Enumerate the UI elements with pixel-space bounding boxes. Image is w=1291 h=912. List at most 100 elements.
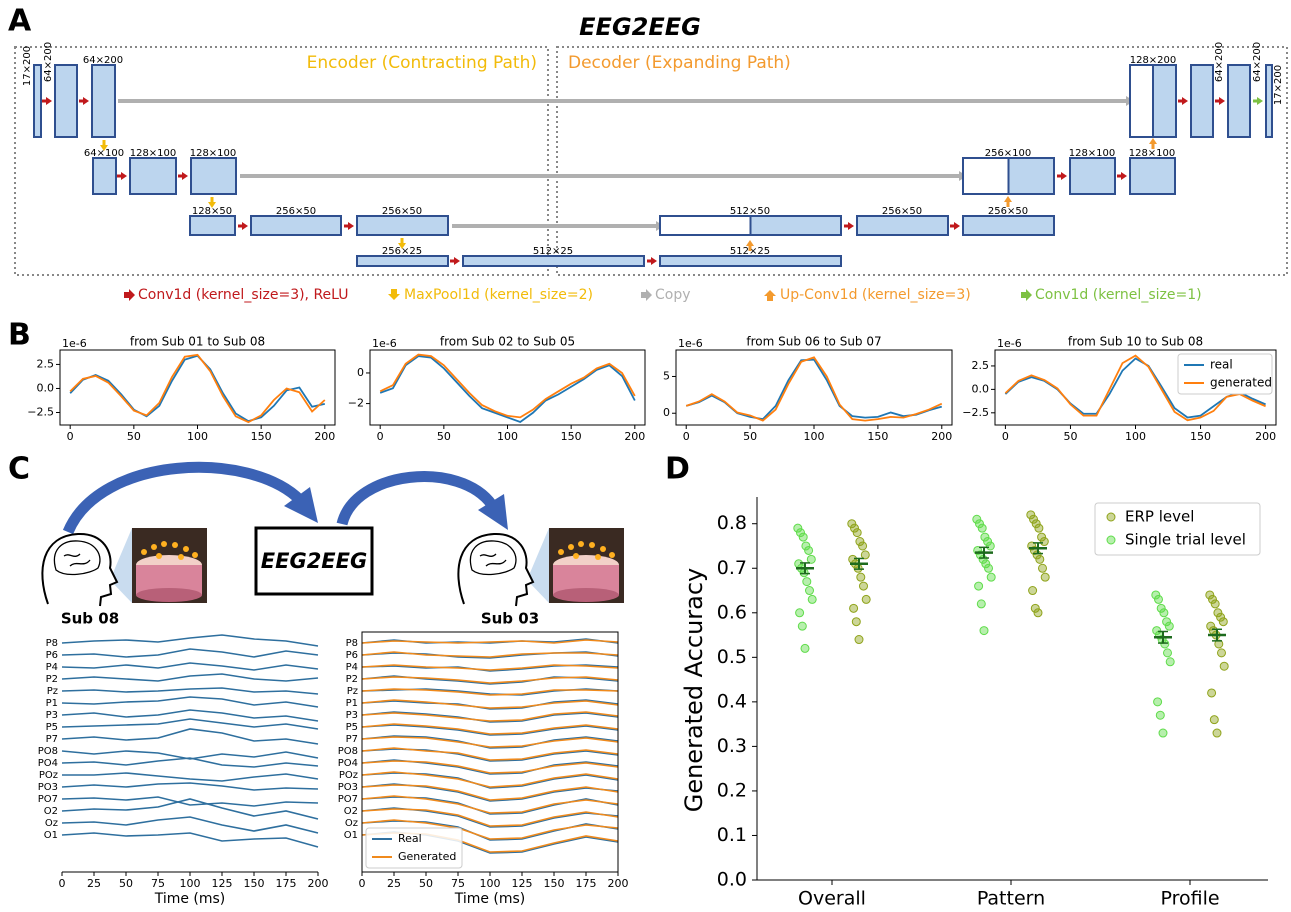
decoder-label: Decoder (Expanding Path) <box>568 53 791 73</box>
data-point <box>850 523 859 533</box>
eeg-trace <box>61 634 319 647</box>
conv-arrowhead <box>1121 172 1127 180</box>
transfer-arrow <box>62 461 304 535</box>
data-point <box>1156 603 1166 613</box>
block <box>54 64 78 138</box>
channel-label: PO3 <box>338 782 358 793</box>
data-point <box>807 594 817 604</box>
conv-arrowhead <box>348 222 354 230</box>
data-point <box>1031 519 1041 529</box>
block-copy-part <box>1129 64 1154 138</box>
eeg-trace <box>61 832 319 848</box>
channel-label: P1 <box>346 698 358 709</box>
arrow-head <box>284 487 318 523</box>
data-point <box>802 577 812 587</box>
data-point <box>849 603 859 613</box>
channel-label: P7 <box>46 734 58 745</box>
x-tick-label: 150 <box>1190 430 1211 443</box>
data-point <box>1219 661 1229 671</box>
block-label: 17×200 <box>22 46 33 86</box>
data-point <box>1217 648 1226 658</box>
block <box>1129 157 1176 195</box>
panel-label: C <box>8 452 30 487</box>
block <box>91 64 116 138</box>
block-label: 128×100 <box>1069 148 1116 159</box>
legend-symbol <box>388 289 400 300</box>
data-point <box>847 519 857 529</box>
data-point <box>806 554 816 564</box>
eeg-trace <box>361 711 619 723</box>
legend-label: Real <box>398 832 422 845</box>
data-point <box>1216 612 1226 622</box>
arrow-head <box>478 494 508 530</box>
channel-label: P2 <box>46 674 58 685</box>
channel-label: PO7 <box>38 794 58 805</box>
decoder-box <box>556 46 1288 276</box>
data-point <box>1208 594 1217 604</box>
conv1-arrowhead <box>1257 97 1263 105</box>
channel-label: O1 <box>344 830 358 841</box>
eeg-trace <box>361 807 619 828</box>
x-tick-label: 150 <box>251 430 272 443</box>
legend-label: real <box>1210 358 1233 372</box>
data-point <box>851 617 861 627</box>
block-label: 256×50 <box>382 206 422 217</box>
data-point <box>1209 715 1219 725</box>
channel-label: Oz <box>45 818 58 829</box>
legend-marker <box>1106 535 1116 545</box>
data-point <box>1034 523 1044 533</box>
channel-label: Oz <box>345 818 358 829</box>
conv-arrowhead <box>242 222 248 230</box>
data-point <box>797 621 807 631</box>
block <box>33 64 42 138</box>
data-point <box>795 608 805 618</box>
block <box>356 215 449 236</box>
conv-arrowhead <box>121 172 127 180</box>
data-point <box>1212 728 1222 738</box>
data-point <box>977 523 987 533</box>
upconv-arrowhead <box>1149 138 1157 144</box>
conv-arrowhead <box>1182 97 1188 105</box>
x-tick-label: 150 <box>544 877 565 890</box>
panel-c-illustration: EEG2EEG <box>41 461 624 607</box>
view-cone <box>527 528 549 603</box>
block-label: 128×200 <box>1130 55 1177 66</box>
x-tick-label: 0 <box>377 430 384 443</box>
channel-label: P3 <box>346 710 358 721</box>
data-point <box>1164 621 1174 631</box>
data-point <box>1165 657 1175 667</box>
y-tick-label: 5 <box>663 369 670 382</box>
pool-arrowhead <box>208 202 216 208</box>
panel-label: B <box>8 318 31 353</box>
y-tick-label: 0.6 <box>717 601 747 623</box>
view-cone <box>110 528 132 603</box>
channel-label: P8 <box>346 638 358 649</box>
x-tick-label: 75 <box>451 877 465 890</box>
x-tick-label: 50 <box>419 877 433 890</box>
block <box>92 157 117 195</box>
y-tick-label: 0.4 <box>717 690 747 712</box>
data-point <box>1162 617 1172 627</box>
block-label: 128×100 <box>1129 148 1176 159</box>
x-tick-label: 125 <box>212 877 233 890</box>
upconv-arrowhead <box>1004 196 1012 202</box>
eeg-trace <box>61 757 319 768</box>
x-tick-label: 200 <box>608 877 629 890</box>
channel-label: PO3 <box>38 782 58 793</box>
block-label: 256×50 <box>882 206 922 217</box>
conv-arrowhead <box>454 257 460 265</box>
x-tick-label: 125 <box>512 877 533 890</box>
x-tick-label: 200 <box>308 877 329 890</box>
diagram-title: EEG2EEG <box>579 13 701 41</box>
block <box>962 215 1055 236</box>
head <box>457 532 535 607</box>
channel-label: PO4 <box>338 758 358 769</box>
eeg-trace <box>61 718 319 730</box>
y-tick-label: 0 <box>357 366 364 379</box>
x-tick-label: 175 <box>276 877 297 890</box>
eeg-trace <box>361 747 619 761</box>
eeg-trace <box>61 798 319 820</box>
x-tick-label: 100 <box>180 877 201 890</box>
x-tick-label: 50 <box>1063 430 1077 443</box>
chart-title: Sub 08 <box>61 610 119 628</box>
